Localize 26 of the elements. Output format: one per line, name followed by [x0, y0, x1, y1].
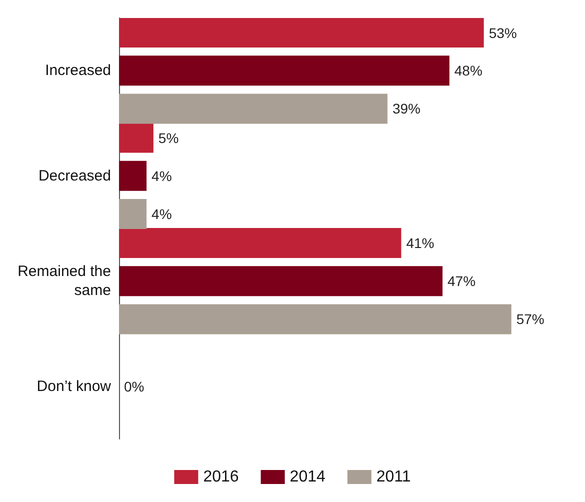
bar	[119, 266, 443, 296]
bar	[119, 18, 484, 48]
data-label: 5%	[158, 130, 179, 146]
data-label: 39%	[392, 100, 420, 117]
legend-label: 2014	[290, 468, 326, 486]
data-label: 0%	[124, 378, 144, 394]
data-label: 41%	[406, 235, 434, 252]
data-label: 4%	[152, 168, 172, 184]
bar	[119, 228, 402, 258]
y-tick-label: Decreased	[38, 167, 111, 184]
y-tick-label: Don’t know	[36, 378, 112, 395]
y-tick-label: Remained the same	[18, 263, 111, 300]
data-label: 4%	[152, 206, 172, 222]
data-label: 57%	[516, 311, 544, 328]
bar	[119, 56, 450, 86]
bar	[119, 94, 388, 124]
bar	[119, 198, 147, 229]
y-tick-label: Increased	[45, 62, 111, 80]
bar	[119, 304, 512, 334]
data-label: 47%	[448, 273, 476, 290]
data-label: 48%	[454, 62, 482, 79]
legend-label: 2016	[203, 468, 239, 486]
legend-label: 2011	[376, 468, 411, 486]
data-label: 53%	[488, 24, 517, 41]
bar	[119, 122, 154, 153]
bar	[119, 160, 147, 191]
